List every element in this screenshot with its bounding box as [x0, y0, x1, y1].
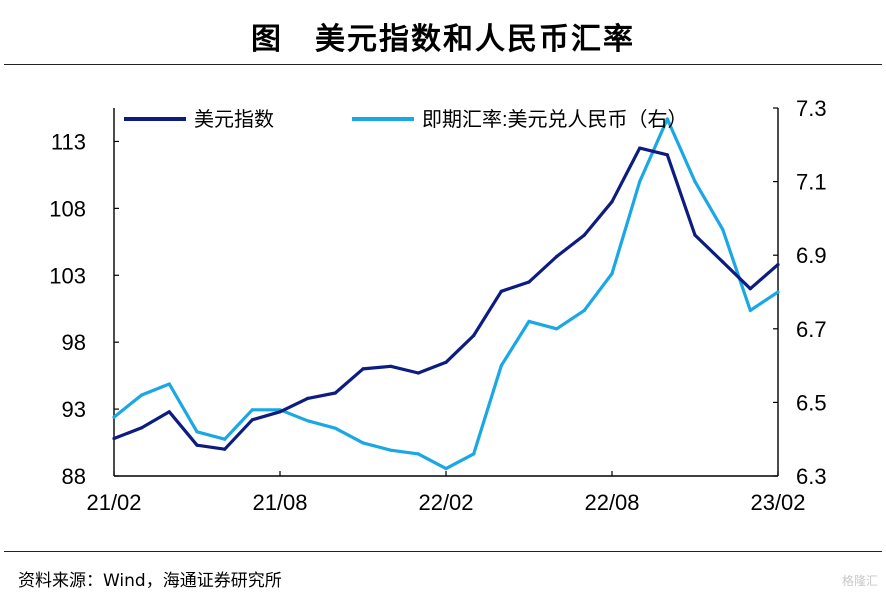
usdcny-point [638, 180, 642, 184]
usdcny-line [113, 117, 779, 471]
legend: 美元指数 即期汇率:美元兑人民币（右） [124, 108, 688, 131]
usdcny-point [555, 327, 559, 331]
usdcny-point [776, 290, 780, 294]
dxy-point [167, 410, 171, 414]
dxy-point [721, 260, 725, 264]
source-note: 资料来源：Wind，海通证券研究所 [18, 571, 282, 591]
chart: 88 93 98 103 108 113 6.3 6.5 6.7 6.9 7.1 7.3 21/02 21… [49, 96, 826, 515]
dxy-point [638, 146, 642, 150]
x-tick-label: 23/02 [750, 490, 805, 515]
dxy-point [361, 367, 365, 371]
usdcny-point [389, 448, 393, 452]
watermark: 格隆汇 [841, 574, 878, 588]
usdcny-point [582, 308, 586, 312]
usdcny-point [416, 452, 420, 456]
usdcny-point [250, 408, 254, 412]
usdcny-point [223, 437, 227, 441]
left-tick-label: 108 [49, 196, 86, 221]
dxy-point [195, 443, 199, 447]
dxy-point [693, 233, 697, 237]
usdcny-point [444, 467, 448, 471]
dxy-point [610, 200, 614, 204]
dxy-point [416, 371, 420, 375]
right-tick-label: 6.7 [796, 317, 827, 342]
dxy-point [278, 410, 282, 414]
right-tick-label: 7.3 [796, 96, 827, 121]
dxy-point [112, 436, 116, 441]
usdcny-point [499, 364, 503, 368]
left-tick-label: 103 [49, 263, 86, 288]
left-tick-label: 113 [51, 129, 86, 154]
usdcny-point [140, 393, 144, 397]
usdcny-point [472, 452, 476, 456]
x-tick-label: 21/08 [252, 490, 307, 515]
dxy-point [527, 280, 531, 284]
legend-label-dxy: 美元指数 [194, 108, 274, 131]
dxy-point [140, 426, 144, 430]
series-lines [112, 117, 780, 471]
dxy-point [444, 360, 448, 364]
dxy-point [582, 233, 586, 237]
dxy-point [333, 391, 337, 395]
usdcny-point [610, 272, 614, 276]
dxy-point [499, 289, 503, 293]
dxy-point [223, 447, 227, 451]
usdcny-point [333, 426, 337, 430]
usdcny-point [721, 227, 725, 231]
legend-label-usdcny: 即期汇率:美元兑人民币（右） [422, 108, 688, 131]
usdcny-point [665, 117, 669, 121]
dxy-line [113, 146, 780, 451]
x-tick-label: 22/08 [584, 490, 639, 515]
axes: 88 93 98 103 108 113 6.3 6.5 6.7 6.9 7.1 7.3 21/02 21… [49, 96, 826, 515]
x-tick-label: 22/02 [418, 490, 473, 515]
usdcny-point [748, 308, 752, 312]
dxy-point [665, 153, 669, 157]
usdcny-point [167, 382, 171, 386]
left-tick-label: 88 [62, 464, 86, 489]
right-tick-label: 6.9 [796, 243, 827, 268]
dxy-point [389, 364, 393, 368]
dxy-point [748, 287, 752, 291]
dxy-point [776, 263, 780, 267]
usdcny-point [112, 415, 116, 419]
usdcny-point [361, 441, 365, 445]
right-tick-label: 6.5 [796, 390, 827, 415]
usdcny-point [527, 319, 531, 323]
right-tick-label: 7.1 [796, 170, 827, 195]
source-rule [4, 551, 882, 552]
usdcny-point [306, 419, 310, 423]
left-tick-label: 93 [62, 397, 86, 422]
dxy-point [472, 333, 476, 338]
left-tick-label: 98 [62, 330, 86, 355]
chart-title: 图 美元指数和人民币汇率 [251, 22, 635, 57]
dxy-point [306, 396, 310, 400]
right-tick-label: 6.3 [796, 464, 827, 489]
dxy-point [250, 418, 254, 422]
dxy-point [555, 254, 559, 259]
x-tick-label: 21/02 [86, 490, 141, 515]
title-rule [4, 64, 882, 65]
usdcny-point [693, 180, 697, 184]
usdcny-point [195, 430, 199, 434]
